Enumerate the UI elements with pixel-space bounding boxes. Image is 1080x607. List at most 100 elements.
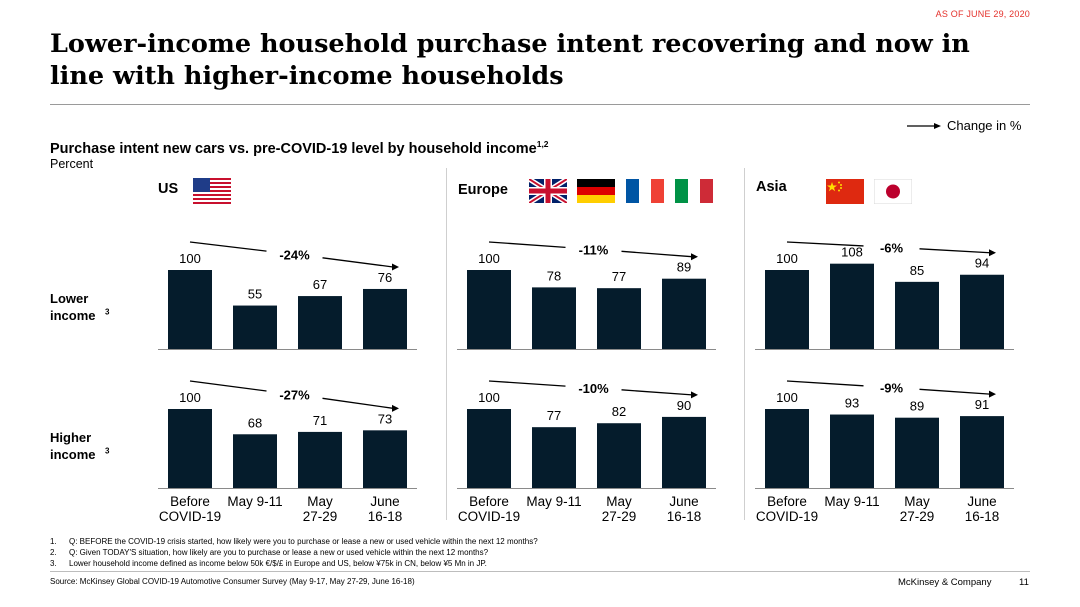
category-label: June <box>967 494 996 509</box>
row-label-lower-sup: 3 <box>105 307 110 317</box>
change-label: -27% <box>279 388 310 403</box>
bar-value-label: 100 <box>478 390 500 405</box>
category-label: May <box>904 494 930 509</box>
row-label-higher-text: Higher income <box>50 430 96 462</box>
change-arrow-line <box>488 241 566 249</box>
category-label: May <box>307 494 333 509</box>
change-arrow-line <box>786 241 864 247</box>
brand-name: McKinsey & Company <box>898 577 992 588</box>
us-flag-icon <box>193 178 231 204</box>
uk-flag-icon <box>529 179 567 203</box>
bar-value-label: 71 <box>313 413 327 428</box>
bar-value-label: 77 <box>547 408 561 423</box>
bar <box>467 409 511 488</box>
category-label: 27-29 <box>900 509 935 524</box>
footnote: 3. Lower household income defined as inco… <box>50 558 538 569</box>
bar-value-label: 78 <box>547 268 561 283</box>
change-label: -6% <box>880 240 904 255</box>
change-arrow-line <box>621 250 693 258</box>
category-label: Before <box>170 494 210 509</box>
row-label-higher-sup: 3 <box>105 446 110 456</box>
footnote-number: 3. <box>50 559 57 568</box>
page-title: Lower-income household purchase intent r… <box>50 29 970 91</box>
bar-value-label: 100 <box>776 390 798 405</box>
change-label: -24% <box>279 247 310 262</box>
category-label: May 9-11 <box>227 494 282 509</box>
bar <box>168 270 212 349</box>
category-label: 16-18 <box>368 509 403 524</box>
panel-separator <box>446 168 447 520</box>
change-legend: Change in % <box>907 118 1021 133</box>
row-label-lower-text: Lower income <box>50 291 96 323</box>
category-label: COVID-19 <box>159 509 221 524</box>
bar-value-label: 100 <box>179 251 201 266</box>
bar <box>960 416 1004 488</box>
footnote-text: Lower household income defined as income… <box>69 559 487 568</box>
change-label: -9% <box>880 381 904 396</box>
bar <box>233 434 277 488</box>
bar <box>662 416 706 488</box>
bar <box>765 270 809 349</box>
bar-value-label: 90 <box>677 398 691 413</box>
bar <box>233 305 277 349</box>
chart-subtitle: Purchase intent new cars vs. pre-COVID-1… <box>50 139 549 157</box>
bar <box>363 430 407 488</box>
bar <box>765 409 809 488</box>
bar-value-label: 67 <box>313 277 327 292</box>
bar-value-label: 77 <box>612 269 626 284</box>
change-arrow-line <box>322 397 394 409</box>
germany-flag-icon <box>577 179 615 203</box>
bar <box>168 409 212 488</box>
chart-subtitle-sup: 1,2 <box>536 139 549 149</box>
bar <box>467 270 511 349</box>
category-label: 27-29 <box>303 509 338 524</box>
japan-flag-icon <box>874 179 912 204</box>
category-label: May 9-11 <box>824 494 879 509</box>
category-label: May <box>606 494 632 509</box>
bar-value-label: 100 <box>478 251 500 266</box>
bar <box>298 431 342 488</box>
bar <box>960 274 1004 349</box>
chart-subtitle-text: Purchase intent new cars vs. pre-COVID-1… <box>50 140 537 157</box>
change-arrow-line <box>786 380 864 387</box>
change-label: -11% <box>579 242 609 257</box>
bar <box>662 278 706 349</box>
change-arrow-line <box>189 380 267 392</box>
bar <box>830 414 874 488</box>
bar-value-label: 76 <box>378 270 392 285</box>
as-of-date: AS OF JUNE 29, 2020 <box>935 9 1030 19</box>
row-label-lower: Lower income 3 <box>50 290 109 324</box>
footnote-text: Q: Given TODAY'S situation, how likely a… <box>69 548 489 557</box>
change-legend-label: Change in % <box>947 118 1022 133</box>
bar-value-label: 89 <box>910 399 924 414</box>
footnote-number: 1. <box>50 537 57 546</box>
bar-value-label: 91 <box>975 397 989 412</box>
bar-value-label: 89 <box>677 260 691 275</box>
region-label-europe: Europe <box>458 182 508 198</box>
category-label: June <box>370 494 399 509</box>
change-arrow-line <box>621 389 693 396</box>
footnote: 1. Q: BEFORE the COVID-19 crisis started,… <box>50 536 538 547</box>
region-label-asia: Asia <box>756 179 787 195</box>
footer-divider <box>50 571 1030 572</box>
bar <box>363 288 407 349</box>
change-arrow-head <box>691 253 698 261</box>
page-number: 11 <box>1019 577 1029 588</box>
category-label: May 9-11 <box>526 494 581 509</box>
change-arrow-line <box>919 388 991 395</box>
bar-value-label: 108 <box>841 245 863 260</box>
bar <box>597 288 641 349</box>
category-label: 27-29 <box>602 509 637 524</box>
footnote: 2. Q: Given TODAY'S situation, how likely… <box>50 547 538 558</box>
china-flag-icon <box>826 179 864 204</box>
row-label-higher: Higher income 3 <box>50 429 109 463</box>
bar-value-label: 100 <box>776 251 798 266</box>
change-arrow-head <box>989 390 996 398</box>
title-divider <box>50 104 1030 105</box>
france-flag-icon <box>626 179 664 203</box>
region-label-us: US <box>158 181 179 197</box>
category-label: COVID-19 <box>458 509 520 524</box>
arrow-right-icon <box>907 122 941 129</box>
bar <box>597 423 641 488</box>
